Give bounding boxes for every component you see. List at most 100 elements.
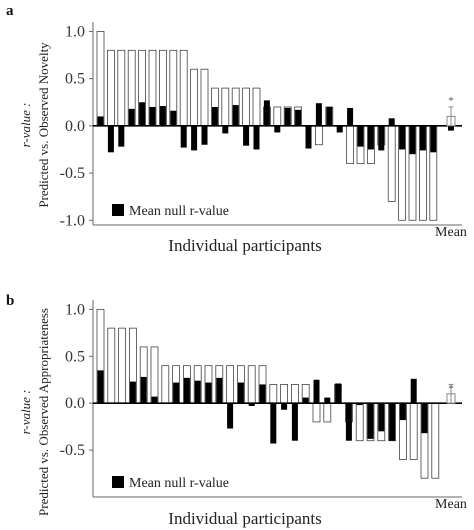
panel-a-null-bar xyxy=(211,106,218,126)
panel-b-observed-bar xyxy=(431,402,440,479)
panel-a-xlabel: Individual participants xyxy=(168,236,321,255)
panel-a-ytick-label: 0.0 xyxy=(65,118,85,135)
panel-b-observed-bar xyxy=(247,365,256,404)
panel-a-null-bar xyxy=(409,125,416,155)
panel-b-null-bar xyxy=(389,403,396,441)
panel-a-ylabel-line2: Predicted vs. Observed Novelty xyxy=(36,42,51,208)
panel-b-null-bar xyxy=(421,403,428,434)
panel-b-observed-bar xyxy=(161,365,170,404)
panel-a-observed-bar xyxy=(252,87,261,127)
panel-a-null-bar xyxy=(253,125,260,150)
panel-a-null-bar xyxy=(180,125,187,148)
panel-a-null-bar xyxy=(388,118,395,126)
panel-a-observed-bar xyxy=(346,125,355,165)
panel-a-observed-bar xyxy=(117,49,126,127)
panel-b-mean-label: Mean xyxy=(435,497,467,512)
panel-a-null-bar xyxy=(139,102,146,126)
panel-b-ytick-label: 0.5 xyxy=(65,348,85,365)
panel-a-plot: 1.0 0.5 0.0 -0.5 -1.0 xyxy=(60,22,462,229)
panel-b-observed-bar xyxy=(269,384,278,404)
panel-b-observed-bar xyxy=(280,384,289,404)
panel-a-null-bar xyxy=(222,125,229,134)
panel-a-null-bar xyxy=(232,105,239,126)
panel-b-null-bar xyxy=(151,396,158,404)
panel-b-ytick-label: 0.0 xyxy=(65,395,85,412)
panel-b-ylabel-line2: Predicted vs. Observed Appropriateness xyxy=(36,308,51,516)
panel-b-null-bar xyxy=(270,403,277,444)
panel-a-null-bar xyxy=(243,125,250,146)
panel-b-null-bar xyxy=(194,380,201,404)
panel-a-null-bar xyxy=(284,107,291,126)
panel-b-null-bar xyxy=(302,397,309,404)
panel-b-observed-bar xyxy=(150,346,159,404)
panel-b-xlabel: Individual participants xyxy=(168,509,321,528)
panel-a-null-bar xyxy=(305,125,312,149)
panel-a-null-bar xyxy=(159,106,166,126)
panel-b-null-bar xyxy=(345,403,352,441)
panel-b-observed-bar xyxy=(107,327,116,404)
panel-b-ylabel-line1: r-value : xyxy=(18,390,33,435)
panel-a-null-bar xyxy=(128,108,135,126)
panel-a-observed-bar xyxy=(179,49,188,127)
panel-b: b r-value : Predicted vs. Observed Appro… xyxy=(6,293,467,528)
panel-b-null-bar xyxy=(248,403,255,407)
panel-a-label: a xyxy=(6,3,14,19)
panel-a-null-bar xyxy=(170,110,177,126)
panel-a-observed-bar xyxy=(200,68,209,127)
panel-a-null-bar xyxy=(97,116,104,126)
panel-a-null-bar xyxy=(347,107,354,126)
panel-a-null-bar xyxy=(399,125,406,150)
panel-b-null-bar xyxy=(183,377,190,404)
panel-b-observed-bar xyxy=(226,365,235,404)
panel-b-null-bar xyxy=(313,379,320,404)
panel-b-legend-swatch xyxy=(112,476,124,488)
panel-a-observed-bar xyxy=(96,31,105,127)
panel-a-null-bar xyxy=(357,125,364,147)
panel-b-null-bar xyxy=(140,376,147,404)
panel-a-null-bar xyxy=(419,125,426,151)
panel-b-null-bar xyxy=(291,403,298,441)
panel-a-null-bar xyxy=(107,125,114,153)
panel-a-ytick-label: 0.5 xyxy=(65,71,85,88)
panel-b-null-bar xyxy=(378,403,385,432)
panel-b-significance-marker: * xyxy=(448,383,454,395)
panel-a-null-bar xyxy=(336,125,343,133)
panel-a-legend-label: Mean null r-value xyxy=(129,204,229,219)
panel-b-observed-bar xyxy=(409,402,418,460)
panel-a-null-bar xyxy=(274,125,281,133)
panel-a-observed-bar xyxy=(314,125,323,146)
panel-b-observed-bar xyxy=(118,327,126,404)
panel-a-null-bar xyxy=(263,100,270,126)
panel-a-null-bar xyxy=(326,106,333,126)
panel-b-ytick-label: -0.5 xyxy=(60,442,85,459)
panel-b-observed-bar xyxy=(323,402,332,423)
panel-b-observed-bar xyxy=(290,384,299,404)
panel-b-null-bar xyxy=(216,377,223,404)
panel-b-null-bar xyxy=(97,370,104,404)
panel-a-observed-bar xyxy=(190,68,199,127)
panel-b-null-bar xyxy=(324,397,331,404)
panel-b-null-bar xyxy=(129,381,136,404)
panel-b-null-bar xyxy=(335,383,342,404)
panel-b-null-bar xyxy=(173,382,180,404)
panel-a-null-bar xyxy=(118,125,125,147)
panel-b-null-bar xyxy=(237,382,244,404)
panel-a-ytick-label: -0.5 xyxy=(60,165,85,182)
panel-b-ytick-label: 1.0 xyxy=(65,301,85,318)
panel-a-null-bar xyxy=(430,125,437,153)
panel-a-observed-bar xyxy=(273,106,282,127)
panel-a-mean-null-bar xyxy=(448,125,454,131)
panel-a-null-bar xyxy=(295,109,302,126)
panel-b-plot: 1.0 0.5 0.0 -0.5 xyxy=(60,300,462,498)
panel-a-ytick-label: -1.0 xyxy=(60,212,85,229)
panel-a-observed-bar xyxy=(387,125,396,202)
panel-b-null-bar xyxy=(367,403,374,439)
panel-a-legend-swatch xyxy=(112,204,124,216)
panel-b-null-bar xyxy=(205,382,212,404)
panel-a-observed-bar xyxy=(107,49,115,127)
panel-a-observed-bar xyxy=(242,87,251,127)
panel-b-null-bar xyxy=(227,403,234,429)
panel-b-label: b xyxy=(6,293,14,309)
panel-b-observed-bar xyxy=(355,402,364,442)
